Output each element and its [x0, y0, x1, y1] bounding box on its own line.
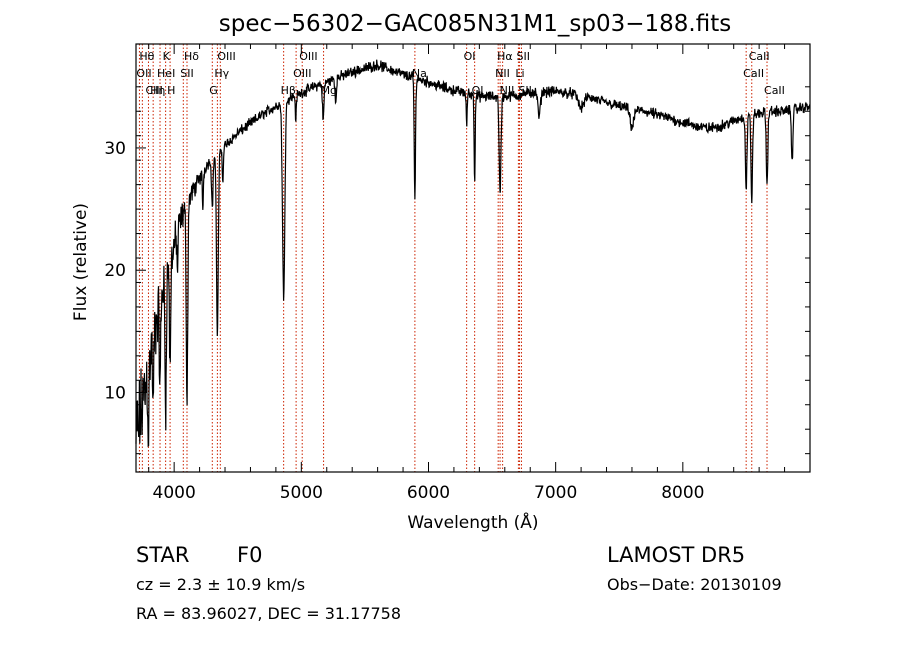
redshift-cz: cz = 2.3 ± 10.9 km/s	[136, 575, 305, 594]
y-tick-label: 30	[104, 139, 126, 159]
line-marker-label: Hγ	[214, 67, 229, 80]
y-tick-label: 10	[104, 384, 126, 404]
line-marker-label: K	[163, 50, 171, 63]
object-subclass: F0	[237, 543, 262, 567]
line-marker-label: Hη	[150, 84, 165, 97]
x-axis-label: Wavelength (Å)	[407, 511, 538, 533]
line-marker-label: HeI	[157, 67, 175, 80]
line-marker-label: Na	[412, 67, 427, 80]
line-marker-label: NII	[495, 67, 510, 80]
x-axis-ticks: 4000 5000 6000 7000 8000	[148, 44, 811, 503]
line-marker-label: CIII	[145, 84, 162, 97]
line-marker-label: SII	[517, 50, 530, 63]
line-marker-label: Li	[515, 67, 524, 80]
line-marker-label: CaII	[749, 50, 770, 63]
spectrum-line	[135, 59, 811, 448]
y-axis-label: Flux (relative)	[71, 203, 91, 321]
y-tick-label: 20	[104, 261, 126, 281]
x-tick-label: 6000	[407, 483, 450, 503]
x-tick-label: 7000	[534, 483, 577, 503]
object-class: STAR	[136, 543, 189, 567]
observation-date: Obs−Date: 20130109	[607, 575, 782, 594]
line-markers	[138, 44, 768, 472]
line-marker-label: OIII	[217, 50, 235, 63]
line-marker-label: SII	[180, 67, 193, 80]
x-tick-label: 8000	[661, 483, 704, 503]
line-marker-label: OI	[464, 50, 476, 63]
x-tick-label: 5000	[280, 483, 323, 503]
coordinates: RA = 83.96027, DEC = 31.17758	[136, 604, 401, 623]
line-marker-label: Hα	[497, 50, 513, 63]
line-marker-label: CaII	[764, 84, 785, 97]
line-marker-label: G	[209, 84, 218, 97]
survey-name: LAMOST DR5	[607, 543, 745, 567]
line-marker-label: H	[167, 84, 175, 97]
line-marker-label: OII	[136, 67, 151, 80]
line-marker-label: Hδ	[184, 50, 199, 63]
y-axis-ticks: 10 20 30	[104, 86, 810, 455]
chart-title: spec−56302−GAC085N31M1_sp03−188.fits	[219, 11, 731, 37]
line-marker-label: OIII	[293, 67, 311, 80]
line-marker-label: OIII	[299, 50, 317, 63]
x-tick-label: 4000	[153, 483, 196, 503]
line-marker-label: CaII	[743, 67, 764, 80]
line-marker-label: Hθ	[139, 50, 154, 63]
